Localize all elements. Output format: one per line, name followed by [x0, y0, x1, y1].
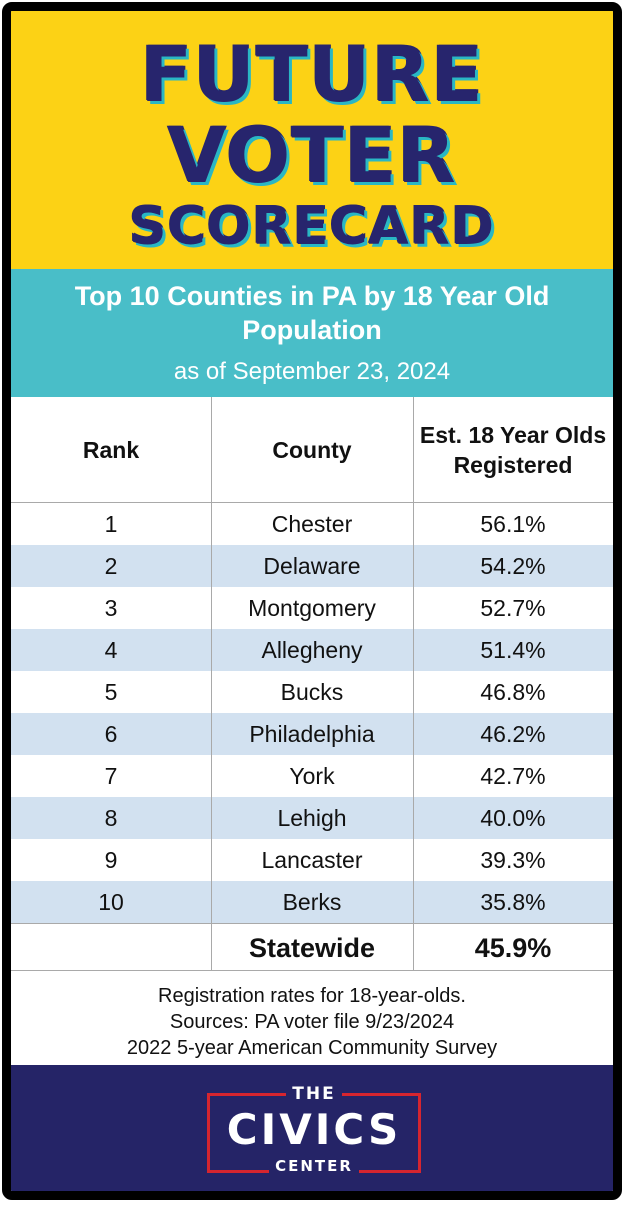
note-line: 2022 5-year American Community Survey — [126, 1037, 498, 1059]
table-row: 7 York 42.7% — [11, 755, 613, 797]
rank-cell: 5 — [11, 671, 211, 713]
as-of-date: as of September 23, 2024 — [173, 358, 451, 385]
county-cell: Chester — [271, 511, 353, 537]
title-line-scorecard: SCORECARD — [129, 197, 495, 257]
column-divider — [413, 397, 414, 971]
note-line: Registration rates for 18-year-olds. — [158, 985, 466, 1007]
registered-cell: 42.7% — [480, 763, 546, 789]
registered-cell: 51.4% — [480, 637, 546, 663]
registered-cell: 40.0% — [480, 805, 546, 831]
footer-bar: THE CIVICS CENTER — [11, 1065, 613, 1191]
note-line: Sources: PA voter file 9/23/2024 — [169, 1011, 455, 1033]
statewide-value: 45.9% — [474, 933, 552, 963]
title-line-voter: VOTER — [167, 111, 457, 200]
table-row: 8 Lehigh 40.0% — [11, 797, 613, 839]
registered-cell: 56.1% — [480, 511, 546, 537]
statewide-row: Statewide 45.9% — [11, 923, 613, 971]
rank-cell: 3 — [11, 587, 211, 629]
registered-cell: 39.3% — [480, 847, 546, 873]
table-row: 6 Philadelphia 46.2% — [11, 713, 613, 755]
county-cell: Delaware — [263, 553, 361, 579]
table-row: 4 Allegheny 51.4% — [11, 629, 613, 671]
logo-the: THE — [207, 1084, 421, 1104]
rank-cell: 10 — [11, 881, 211, 923]
table-row: 1 Chester 56.1% — [11, 503, 613, 545]
subtitle: Top 10 Counties in PA by 18 Year Old Pop… — [74, 281, 550, 345]
registered-cell: 52.7% — [480, 595, 546, 621]
county-cell: Philadelphia — [249, 721, 375, 747]
registered-cell: 46.2% — [480, 721, 546, 747]
rank-cell: 4 — [11, 629, 211, 671]
registered-cell: 54.2% — [480, 553, 546, 579]
county-cell: Montgomery — [248, 595, 376, 621]
statewide-label: Statewide — [248, 933, 376, 963]
logo-civics: CIVICS — [226, 1105, 402, 1154]
header-county: County — [272, 437, 352, 463]
logo-center: CENTER — [207, 1157, 421, 1175]
county-table: Rank County Est. 18 Year Olds Registered… — [11, 397, 613, 971]
rank-cell: 7 — [11, 755, 211, 797]
county-cell: Allegheny — [261, 637, 363, 663]
table-row: 9 Lancaster 39.3% — [11, 839, 613, 881]
county-cell: Berks — [282, 889, 342, 915]
table-body: 1 Chester 56.1% 2 Delaware 54.2% 3 Montgomery 52… — [11, 503, 613, 923]
table-row: 3 Montgomery 52.7% — [11, 587, 613, 629]
table-row: 10 Berks 35.8% — [11, 881, 613, 923]
table-row: 2 Delaware 54.2% — [11, 545, 613, 587]
registered-cell: 46.8% — [480, 679, 546, 705]
county-cell: Bucks — [280, 679, 344, 705]
subtitle-band: Top 10 Counties in PA by 18 Year Old Pop… — [11, 269, 613, 397]
header-rank: Rank — [82, 437, 140, 463]
rank-cell: 1 — [11, 503, 211, 545]
rank-cell: 2 — [11, 545, 211, 587]
table-row: 5 Bucks 46.8% — [11, 671, 613, 713]
title-banner: FUTURE VOTER SCORECARD — [11, 11, 613, 269]
column-divider — [211, 397, 212, 971]
county-cell: Lancaster — [261, 847, 363, 873]
civics-center-logo: THE CIVICS CENTER — [207, 1084, 421, 1179]
title-line-future: FUTURE — [140, 30, 484, 119]
header-registered: Est. 18 Year Olds Registered — [419, 422, 607, 478]
registered-cell: 35.8% — [480, 889, 546, 915]
rank-cell: 9 — [11, 839, 211, 881]
county-cell: York — [289, 763, 335, 789]
source-notes: Registration rates for 18-year-olds. Sou… — [11, 971, 613, 1065]
county-cell: Lehigh — [277, 805, 347, 831]
rank-cell: 6 — [11, 713, 211, 755]
table-header: Rank County Est. 18 Year Olds Registered — [11, 397, 613, 503]
rank-cell: 8 — [11, 797, 211, 839]
